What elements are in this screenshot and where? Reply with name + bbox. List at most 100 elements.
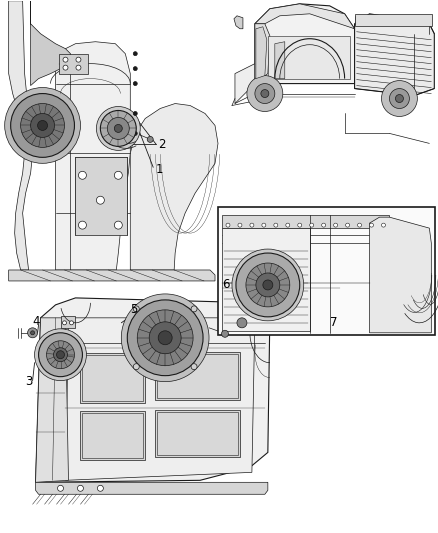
Circle shape: [11, 94, 74, 157]
Circle shape: [28, 328, 38, 338]
Circle shape: [191, 306, 197, 312]
Polygon shape: [35, 482, 267, 494]
Circle shape: [357, 223, 361, 227]
Circle shape: [63, 57, 68, 62]
Circle shape: [309, 223, 313, 227]
Circle shape: [369, 223, 373, 227]
Circle shape: [107, 117, 129, 140]
Polygon shape: [255, 27, 266, 78]
Circle shape: [63, 65, 68, 70]
Circle shape: [76, 57, 81, 62]
Polygon shape: [35, 298, 269, 482]
Circle shape: [231, 249, 303, 321]
Text: 7: 7: [329, 316, 336, 329]
Bar: [80, 410, 145, 461]
Circle shape: [133, 132, 137, 135]
Polygon shape: [35, 318, 68, 482]
Bar: [155, 352, 240, 400]
Polygon shape: [31, 1, 71, 86]
Polygon shape: [254, 24, 269, 84]
Polygon shape: [274, 42, 284, 78]
Circle shape: [46, 341, 74, 369]
Circle shape: [381, 223, 385, 227]
Polygon shape: [254, 4, 354, 84]
Circle shape: [38, 120, 47, 131]
Circle shape: [114, 124, 122, 132]
Circle shape: [260, 90, 268, 98]
Bar: [354, 14, 431, 26]
Circle shape: [345, 223, 349, 227]
Circle shape: [133, 52, 137, 55]
Polygon shape: [130, 103, 218, 270]
Circle shape: [114, 221, 122, 229]
Circle shape: [254, 84, 274, 103]
Circle shape: [133, 111, 137, 116]
Circle shape: [137, 310, 193, 366]
Text: 6: 6: [222, 278, 229, 291]
Bar: [155, 409, 240, 457]
Text: 3: 3: [25, 375, 33, 387]
Circle shape: [237, 318, 246, 328]
Bar: [82, 413, 143, 458]
Text: 5: 5: [130, 303, 138, 316]
Circle shape: [69, 321, 73, 325]
Bar: [80, 353, 145, 402]
Circle shape: [96, 196, 104, 204]
Circle shape: [35, 329, 86, 381]
Circle shape: [57, 351, 64, 359]
Text: 2: 2: [158, 139, 165, 151]
Circle shape: [114, 171, 122, 179]
Circle shape: [297, 223, 301, 227]
Polygon shape: [55, 42, 130, 270]
Circle shape: [133, 67, 137, 70]
Bar: [218, 207, 434, 335]
Polygon shape: [267, 36, 349, 78]
Polygon shape: [9, 270, 215, 281]
Polygon shape: [369, 217, 431, 333]
Circle shape: [249, 223, 253, 227]
Bar: [58, 54, 88, 74]
Circle shape: [158, 331, 172, 345]
Circle shape: [246, 76, 282, 111]
Circle shape: [57, 486, 64, 491]
Circle shape: [261, 223, 265, 227]
Circle shape: [245, 263, 289, 307]
Polygon shape: [65, 318, 254, 480]
Circle shape: [96, 107, 140, 150]
Circle shape: [226, 223, 230, 227]
Bar: [82, 355, 143, 401]
Circle shape: [147, 136, 153, 142]
Circle shape: [53, 348, 67, 362]
Circle shape: [31, 331, 35, 335]
Circle shape: [133, 306, 139, 312]
Circle shape: [39, 333, 82, 377]
Circle shape: [62, 321, 66, 325]
Text: 1: 1: [155, 163, 162, 176]
Bar: [157, 354, 237, 398]
Circle shape: [78, 221, 86, 229]
Text: 4: 4: [32, 315, 40, 328]
Circle shape: [395, 94, 403, 102]
Circle shape: [237, 223, 241, 227]
Polygon shape: [222, 215, 389, 228]
Circle shape: [121, 294, 208, 382]
Circle shape: [262, 280, 272, 290]
Circle shape: [77, 486, 83, 491]
Circle shape: [133, 82, 137, 86]
Circle shape: [31, 114, 54, 138]
Bar: [75, 157, 127, 235]
Bar: [60, 316, 75, 328]
Circle shape: [97, 486, 103, 491]
Circle shape: [191, 364, 197, 370]
Polygon shape: [254, 4, 354, 29]
Circle shape: [381, 80, 417, 117]
Circle shape: [285, 223, 289, 227]
Circle shape: [235, 253, 299, 317]
Circle shape: [5, 87, 80, 163]
Circle shape: [273, 223, 277, 227]
Polygon shape: [222, 228, 309, 331]
Circle shape: [21, 103, 64, 148]
Polygon shape: [233, 16, 242, 29]
Circle shape: [100, 110, 136, 147]
Bar: [157, 411, 237, 455]
